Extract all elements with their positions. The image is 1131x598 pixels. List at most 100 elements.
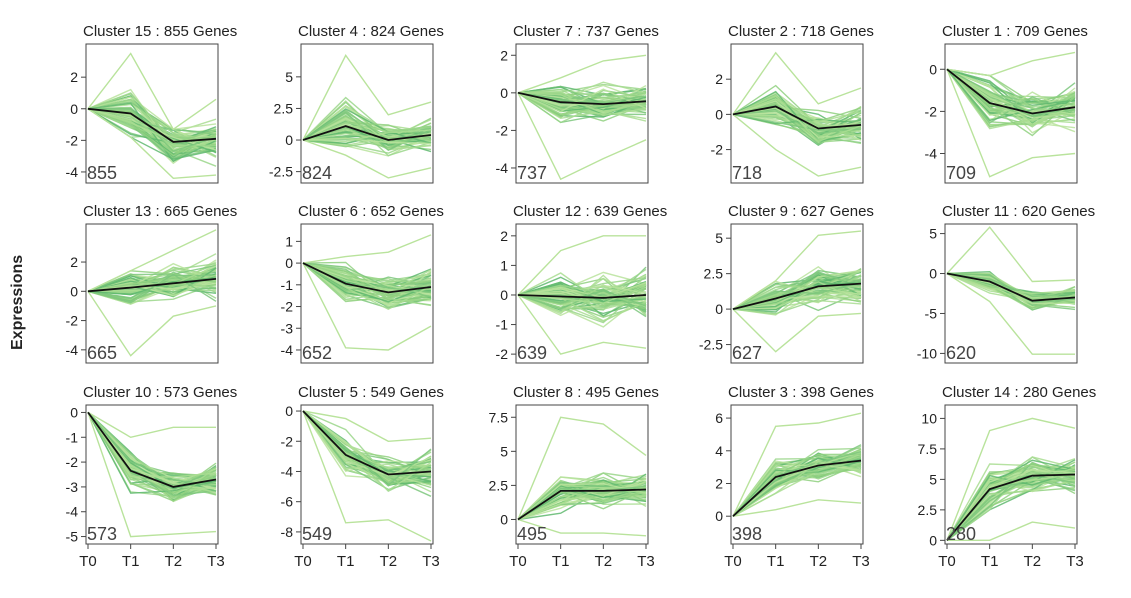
y-tick-label: -2 [66, 454, 79, 470]
y-tick-label: -4 [281, 342, 294, 358]
y-tick-label: -2 [66, 132, 79, 148]
gene-profile-line [517, 92, 647, 115]
gene-profile-line [302, 410, 432, 492]
y-tick-label: -4 [66, 504, 79, 520]
gene-profile-bundle [946, 51, 1076, 178]
panel-frame [944, 43, 1078, 184]
gene-profile-line [302, 410, 432, 542]
x-tick-label: T3 [1066, 553, 1084, 570]
cluster-panel: Cluster 5 : 549 Genes 549 -8 -6 -4 -2 0 T0 T1 T2 T… [281, 384, 444, 570]
y-tick-label: -2 [281, 299, 294, 315]
gene-profile-line [302, 129, 432, 143]
gene-count-label: 855 [87, 163, 117, 183]
panel-frame [300, 223, 434, 364]
gene-profile-line [732, 51, 862, 115]
x-tick-label: T2 [380, 553, 398, 570]
y-tick-label: 0 [285, 255, 293, 271]
gene-profile-bundle [87, 411, 217, 538]
mean-profile-line [732, 105, 862, 130]
gene-profile-bundle [87, 52, 217, 180]
gene-profile-line [302, 234, 432, 264]
gene-profile-bundle [517, 54, 647, 181]
gene-profile-line [946, 69, 1076, 178]
gene-profile-line [87, 229, 217, 292]
gene-profile-line [732, 451, 862, 517]
gene-profile-line [517, 284, 647, 307]
panel-frame [944, 404, 1078, 545]
y-tick-label: -2 [496, 346, 509, 362]
gene-profile-line [517, 92, 647, 118]
panel-title: Cluster 11 : 620 Genes [942, 203, 1095, 220]
gene-profile-line [732, 464, 862, 517]
mean-profile-line [517, 488, 647, 521]
gene-profile-line [517, 54, 647, 94]
x-tick-label: T2 [1024, 553, 1042, 570]
y-tick-label: 0 [500, 287, 508, 303]
y-tick-label: 0 [715, 106, 723, 122]
gene-count-label: 573 [87, 524, 117, 544]
gene-profile-line [87, 290, 217, 357]
gene-profile-line [87, 52, 217, 131]
gene-profile-line [87, 411, 217, 484]
cluster-panel: Cluster 15 : 855 Genes 855 -4 -2 0 2 [66, 23, 237, 184]
gene-profile-line [947, 521, 1076, 541]
cluster-panel: Cluster 7 : 737 Genes 737 -4 -2 0 2 [496, 23, 659, 184]
gene-profile-bundle [517, 235, 647, 355]
y-tick-label: 2.5 [274, 100, 294, 116]
y-tick-label: -1 [66, 429, 79, 445]
gene-profile-line [517, 485, 647, 521]
gene-profile-bundle [946, 417, 1076, 541]
y-tick-label: 0 [285, 132, 293, 148]
cluster-panel: Cluster 13 : 665 Genes 665 -4 -2 0 2 [66, 203, 237, 364]
y-tick-label: 0 [929, 532, 937, 548]
y-tick-label: 2 [500, 228, 508, 244]
panel-title: Cluster 14 : 280 Genes [942, 384, 1096, 401]
gene-profile-bundle [517, 416, 647, 537]
gene-profile-line [302, 262, 432, 294]
panel-frame [730, 223, 864, 364]
y-tick-label: -5 [66, 529, 79, 545]
gene-profile-line [87, 411, 216, 439]
x-tick-label: T3 [637, 553, 655, 570]
gene-profile-line [302, 410, 432, 486]
mean-profile-line [302, 262, 432, 294]
gene-profile-line [87, 412, 217, 502]
gene-profile-line [946, 68, 1076, 115]
gene-profile-line [517, 92, 647, 115]
y-tick-label: -3 [66, 479, 79, 495]
panel-frame [944, 223, 1078, 364]
panel-frame [300, 43, 434, 184]
gene-profile-line [302, 410, 432, 480]
gene-count-label: 620 [946, 343, 976, 363]
x-tick-label: T0 [509, 553, 527, 570]
y-tick-label: 5 [929, 471, 937, 487]
gene-profile-line [87, 88, 217, 151]
cluster-panel: Cluster 10 : 573 Genes 573 -5 -4 -3 -2 -1 0 T0 T1… [66, 384, 238, 570]
y-tick-label: 0 [715, 301, 723, 317]
gene-profile-line [517, 92, 647, 181]
x-tick-label: T3 [207, 553, 225, 570]
panel-title: Cluster 5 : 549 Genes [298, 384, 444, 401]
mean-profile-line [302, 125, 432, 141]
gene-count-label: 398 [732, 524, 762, 544]
y-tick-label: -10 [917, 345, 937, 361]
gene-profile-line [517, 518, 647, 537]
y-tick-label: 1 [285, 233, 293, 249]
cluster-panel: Cluster 2 : 718 Genes 718 -2 0 2 [711, 23, 874, 184]
gene-count-label: 737 [517, 163, 547, 183]
gene-count-label: 709 [946, 163, 976, 183]
gene-count-label: 718 [732, 163, 762, 183]
gene-profile-line [302, 262, 432, 310]
y-tick-label: -2 [925, 103, 938, 119]
panel-title: Cluster 13 : 665 Genes [83, 203, 237, 220]
panel-title: Cluster 10 : 573 Genes [83, 384, 237, 401]
y-tick-label: 5 [285, 69, 293, 85]
gene-profile-bundle [732, 51, 862, 177]
gene-profile-line [517, 88, 647, 99]
gene-profile-line [87, 107, 217, 152]
gene-count-label: 280 [946, 524, 976, 544]
y-tick-label: 0 [70, 101, 78, 117]
panel-title: Cluster 1 : 709 Genes [942, 23, 1088, 40]
gene-count-label: 549 [302, 524, 332, 544]
panel-frame [515, 223, 649, 364]
